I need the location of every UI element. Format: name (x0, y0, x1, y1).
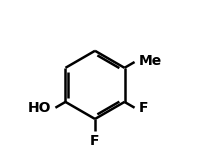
Text: Me: Me (138, 54, 161, 68)
Text: F: F (138, 101, 147, 115)
Text: F: F (90, 134, 99, 148)
Text: HO: HO (28, 101, 51, 115)
